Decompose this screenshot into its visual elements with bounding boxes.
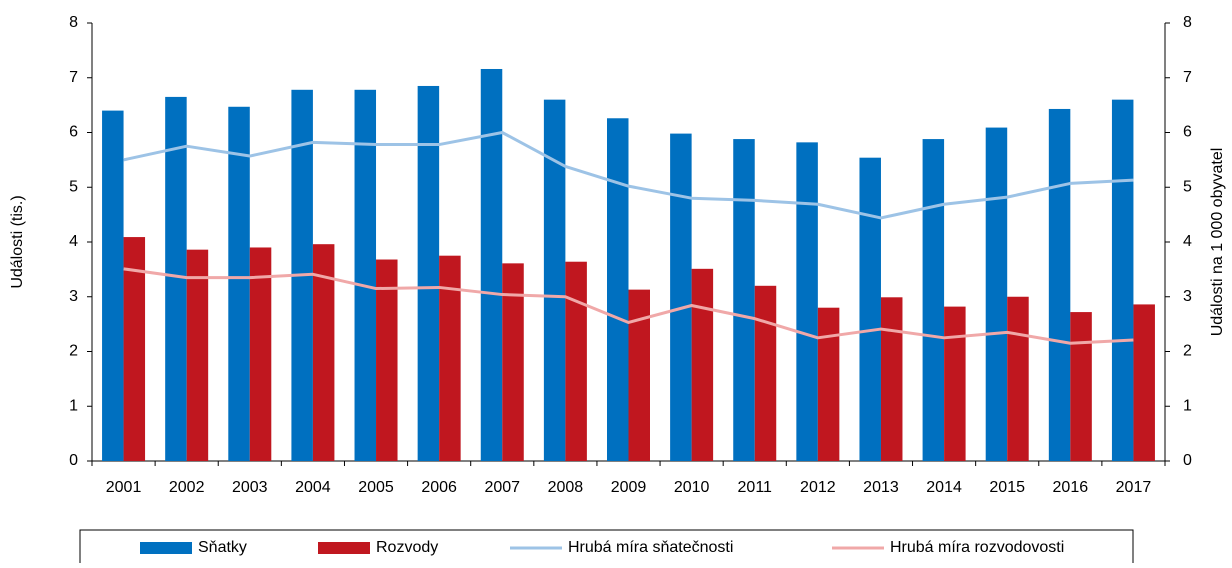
bar [691,268,714,461]
bar [859,157,881,461]
bar [985,127,1008,461]
bar [1007,296,1029,461]
bar [1133,304,1155,461]
bar [102,110,124,461]
bar [796,142,818,462]
y2-tick-label: 2 [1183,343,1192,360]
bar [502,263,524,461]
y2-tick-label: 3 [1183,288,1192,305]
y-tick-label: 8 [69,14,78,31]
y2-tick-label: 6 [1183,124,1192,141]
bar [543,99,566,462]
y2-tick-label: 7 [1183,69,1192,86]
y2-tick-label: 5 [1183,178,1192,195]
x-tick-label: 2001 [106,479,142,496]
bar [439,255,461,461]
x-tick-label: 2002 [169,479,205,496]
x-tick-label: 2015 [989,479,1025,496]
bar [312,244,335,461]
x-tick-label: 2011 [738,479,773,496]
bar [670,133,692,461]
x-tick-label: 2005 [358,479,394,496]
legend-label: Sňatky [198,539,247,556]
bar [228,106,250,461]
y-axis-label: Události (tis.) [9,195,26,288]
y-tick-label: 0 [69,452,78,469]
legend-label: Hrubá míra rozvodovosti [890,539,1064,556]
bar [754,285,777,461]
bar [249,247,272,461]
x-tick-label: 2008 [548,479,584,496]
bar [733,139,755,461]
bar [607,118,629,461]
x-tick-label: 2010 [674,479,710,496]
line-series [123,267,1134,345]
y-tick-label: 4 [69,233,78,250]
bar [565,261,587,461]
x-tick-label: 2006 [421,479,457,496]
bar [417,85,440,462]
bar [944,306,966,461]
y-tick-label: 3 [69,288,78,305]
bar [1048,108,1071,462]
x-tick-label: 2012 [800,479,836,496]
bar [165,96,187,461]
y2-tick-label: 1 [1183,397,1192,414]
bar [817,307,840,461]
x-tick-label: 2013 [863,479,899,496]
y2-tick-label: 8 [1183,14,1192,31]
legend-swatch [318,542,370,554]
bar [1070,312,1092,461]
y-tick-label: 6 [69,124,78,141]
line-series [123,131,1134,220]
bar [922,139,945,461]
y2-axis-label: Události na 1 000 obyvatel [1209,148,1226,337]
bar [1111,99,1134,462]
legend-label: Rozvody [376,539,438,556]
legend-label: Hrubá míra sňatečnosti [568,539,733,556]
legend-swatch [140,542,192,554]
x-tick-label: 2009 [611,479,647,496]
x-tick-label: 2014 [926,479,962,496]
x-tick-label: 2004 [295,479,331,496]
bar [123,237,146,461]
bar [628,289,650,461]
x-tick-label: 2007 [484,479,520,496]
bar [376,259,398,461]
y-tick-label: 2 [69,343,78,360]
x-tick-label: 2017 [1116,479,1152,496]
bar [186,249,209,461]
y2-tick-label: 0 [1183,452,1192,469]
y-tick-label: 5 [69,178,78,195]
legend-box [79,529,1134,568]
bar [480,68,503,462]
bar [354,89,377,462]
y-tick-label: 7 [69,69,78,86]
bar [880,297,903,461]
y2-tick-label: 4 [1183,233,1192,250]
x-tick-label: 2003 [232,479,268,496]
x-tick-label: 2016 [1053,479,1089,496]
y-tick-label: 1 [69,397,78,414]
